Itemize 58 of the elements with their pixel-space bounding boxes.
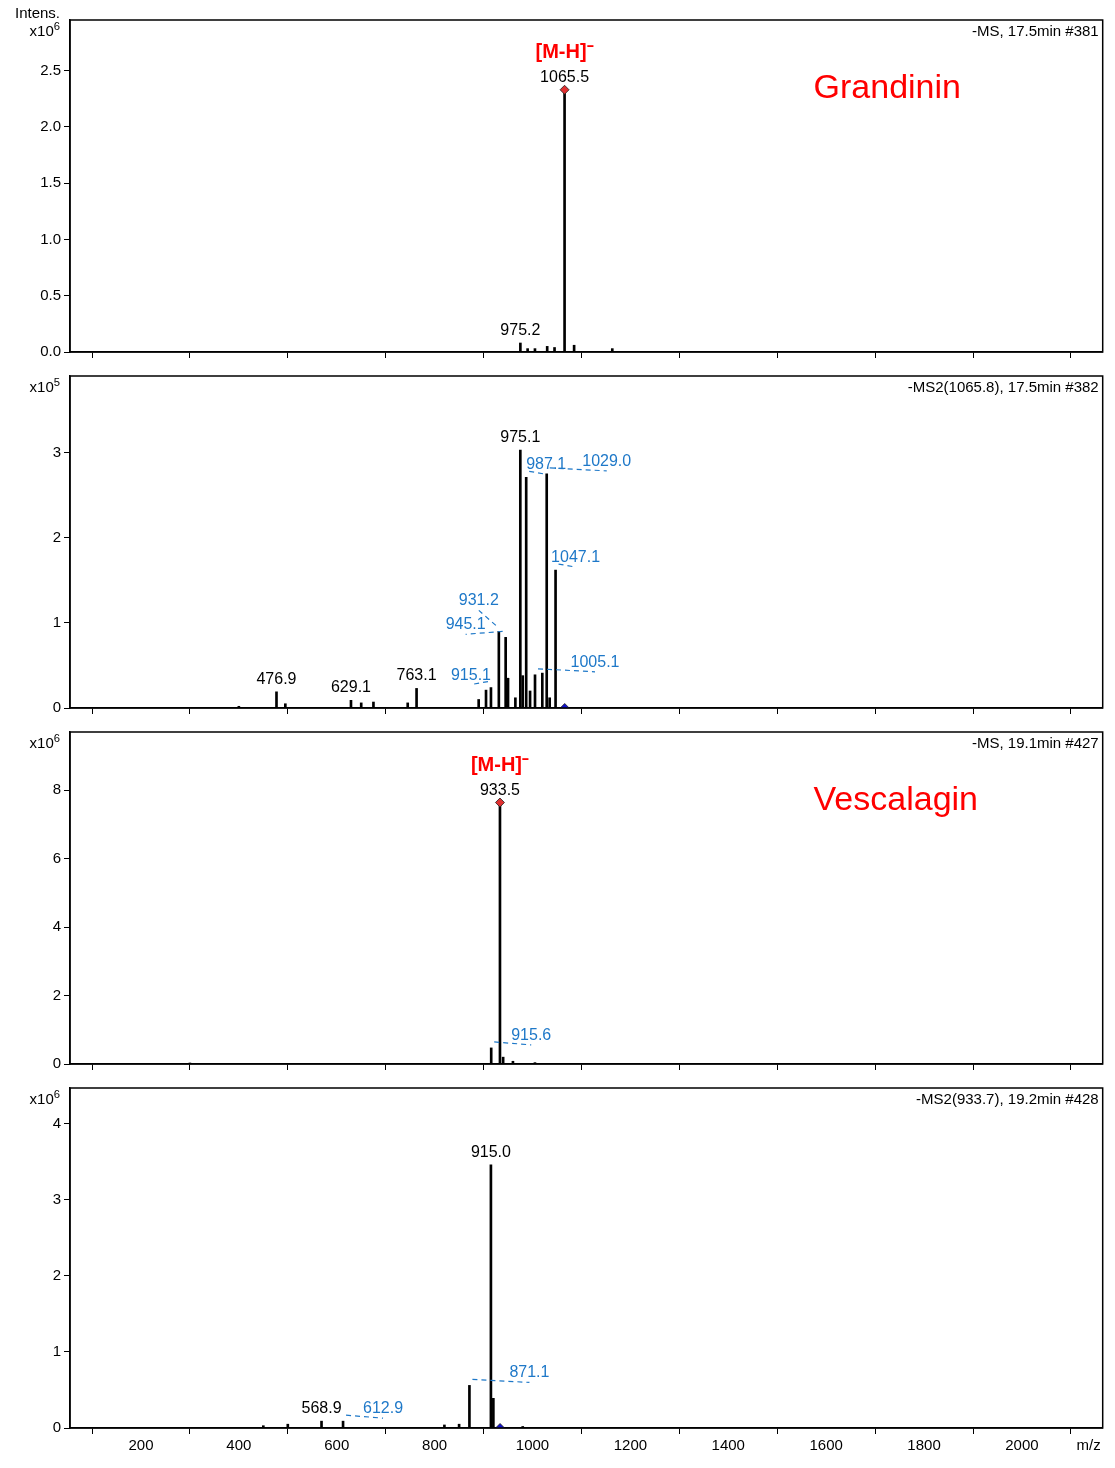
annotation: 915.0	[470, 1142, 512, 1160]
x-tick-label: 1200	[613, 1436, 648, 1454]
annotation: 975.2	[500, 321, 541, 338]
x-tick-label: 1400	[711, 1436, 745, 1454]
annotation: 987.1	[526, 455, 567, 473]
annotation: 871.1	[509, 1363, 550, 1381]
chart-title: -MS, 17.5min #381	[971, 22, 1099, 39]
y-tick-label: 0.0	[40, 342, 61, 360]
annotation: 1065.5	[540, 67, 590, 85]
chart-title: -MS2(1065.8), 17.5min #382	[907, 378, 1099, 395]
y-tick-label: 4	[52, 1113, 61, 1131]
annotation: [M-H]⁻	[470, 752, 530, 775]
annotation: [M-H]⁻	[535, 39, 594, 62]
annotation: 612.9	[363, 1399, 404, 1417]
y-tick-label: 2.0	[40, 117, 61, 135]
y-tick-label: 1	[52, 613, 61, 631]
y-tick-label: 0	[52, 1054, 61, 1072]
annotation: 933.5	[479, 780, 521, 798]
x-tick-label: 200	[128, 1436, 154, 1454]
y-tick-label: 3	[52, 442, 61, 460]
y-tick-label: 4	[52, 917, 61, 935]
y-tick-label: 0.5	[40, 285, 61, 303]
annotation: 915.1	[450, 665, 492, 683]
y-tick-label: 1.0	[40, 229, 61, 247]
x-tick-label: 1000	[515, 1436, 550, 1454]
annotation: 629.1	[330, 678, 372, 696]
y-tick-label: 0	[52, 698, 61, 716]
chart-title: -MS2(933.7), 19.2min #428	[916, 1090, 1099, 1107]
y-tick-label: 0	[52, 1418, 61, 1436]
y-tick-label: 2.5	[40, 60, 61, 78]
y-tick-label: 2	[52, 985, 61, 1003]
annotation: 1029.0	[582, 451, 632, 469]
y-tick-label: 3	[52, 1189, 61, 1207]
y-tick-label: 8	[52, 780, 61, 798]
annotation: 763.1	[396, 666, 437, 684]
annotation: 1047.1	[551, 548, 601, 566]
annotation: Vescalagin	[813, 779, 979, 817]
x-tick-label: 400	[226, 1436, 252, 1454]
x-axis-title: m/z	[1076, 1436, 1101, 1453]
annotation: 568.9	[301, 1399, 342, 1417]
annotation: 975.1	[500, 428, 541, 446]
annotation: 931.2	[458, 591, 499, 609]
y-tick-label: 2	[52, 527, 61, 545]
y-tick-label: 2	[52, 1266, 61, 1284]
y-tick-label: 6	[52, 848, 61, 866]
x-tick-label: 1600	[809, 1436, 843, 1454]
annotation: 1005.1	[570, 652, 620, 670]
y-tick-label: 1	[52, 1342, 61, 1360]
annotation: 945.1	[445, 615, 486, 633]
annotation: 476.9	[256, 669, 297, 687]
x-tick-label: 600	[324, 1436, 350, 1454]
chart-title: -MS, 19.1min #427	[971, 734, 1099, 751]
x-tick-label: 2000	[1005, 1436, 1039, 1454]
x-tick-label: 1800	[907, 1436, 941, 1454]
annotation: Grandinin	[813, 67, 961, 105]
x-tick-label: 800	[422, 1436, 448, 1454]
y-tick-label: 1.5	[40, 173, 61, 191]
annotation: 915.6	[511, 1025, 552, 1043]
